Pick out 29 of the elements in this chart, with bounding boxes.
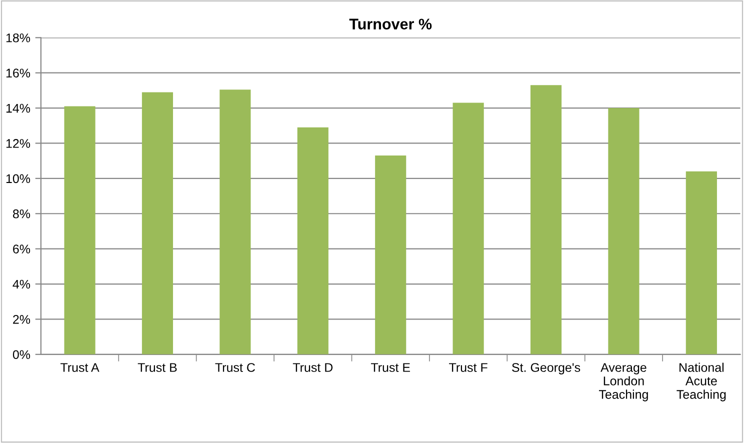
x-tick-label: Trust E	[370, 363, 410, 372]
chart-title: Turnover %	[349, 18, 432, 30]
y-tick-label: 12%	[6, 139, 30, 148]
y-tick-label: 16%	[6, 68, 30, 78]
x-tick-label: Trust F	[449, 363, 488, 372]
bar	[220, 90, 251, 354]
bar	[452, 102, 484, 354]
x-tick-label: Trust B	[138, 363, 177, 372]
x-tick-label: St. George's	[512, 363, 580, 374]
y-tick-label: 10%	[6, 174, 30, 184]
x-tick-label: Average London Teaching	[598, 363, 648, 402]
bar	[297, 127, 328, 354]
y-tick-label: 6%	[13, 244, 30, 254]
y-tick-label: 14%	[6, 104, 30, 113]
y-tick-label: 4%	[12, 280, 30, 289]
y-tick-label: 18%	[6, 33, 30, 42]
x-tick-label: Trust D	[292, 363, 333, 372]
x-tick-label: Trust C	[215, 363, 255, 372]
bar	[142, 92, 174, 354]
y-tick-label: 0%	[12, 350, 30, 360]
x-tick-label: National Acute Teaching	[676, 362, 726, 402]
bar	[608, 108, 640, 354]
bar	[686, 171, 717, 354]
y-tick-label: 8%	[12, 209, 30, 218]
bar	[375, 156, 406, 354]
x-tick-label: Trust A	[60, 363, 100, 372]
y-tick-label: 2%	[13, 315, 30, 324]
bar	[64, 106, 96, 354]
bar	[530, 85, 562, 354]
